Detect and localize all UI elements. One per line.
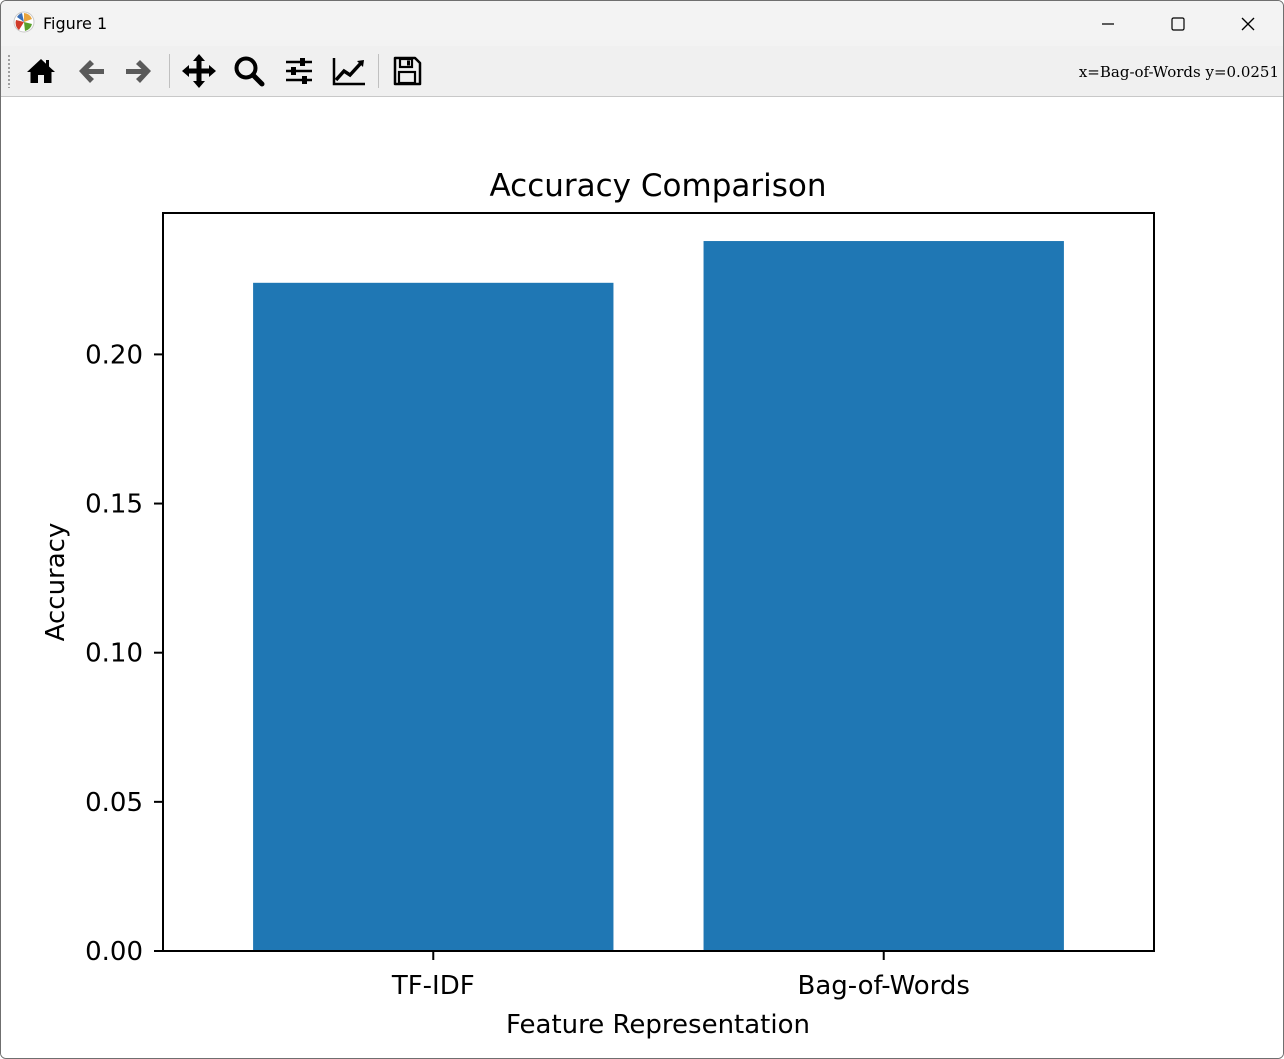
x-axis-ticks: TF-IDF Bag-of-Words <box>391 951 970 1001</box>
trend-line-icon <box>332 58 365 86</box>
y-tick-label: 0.15 <box>85 490 143 520</box>
zoom-button[interactable] <box>229 51 269 91</box>
navigation-toolbar: x=Bag-of-Words y=0.0251 <box>1 46 1283 97</box>
toolbar-grip[interactable] <box>7 54 11 88</box>
figure-canvas[interactable]: Accuracy Comparison 0.00 0.05 0.10 0.15 0.20… <box>1 97 1283 1058</box>
toolbar-separator <box>378 54 379 88</box>
pan-button[interactable] <box>179 51 219 91</box>
bar-bag-of-words <box>703 241 1064 952</box>
maximize-button[interactable] <box>1143 1 1213 46</box>
y-tick-label: 0.20 <box>85 340 143 370</box>
x-tick-label: TF-IDF <box>391 971 475 1001</box>
bar-chart: Accuracy Comparison 0.00 0.05 0.10 0.15 0.20… <box>41 168 1155 1040</box>
bar-tf-idf <box>253 282 614 951</box>
move-icon <box>182 54 216 88</box>
back-button[interactable] <box>71 51 111 91</box>
forward-button[interactable] <box>119 51 159 91</box>
y-tick-label: 0.05 <box>85 788 143 818</box>
y-axis-label: Accuracy <box>41 523 71 642</box>
arrow-right-icon <box>126 60 151 83</box>
home-icon <box>27 59 55 83</box>
close-button[interactable] <box>1213 1 1283 46</box>
y-tick-label: 0.10 <box>85 639 143 669</box>
subplots-button[interactable] <box>279 51 319 91</box>
maximize-icon <box>1171 16 1185 31</box>
window-title: Figure 1 <box>43 14 108 33</box>
x-tick-label: Bag-of-Words <box>797 971 969 1001</box>
minimize-button[interactable] <box>1073 1 1143 46</box>
title-bar: Figure 1 <box>1 1 1283 46</box>
toolbar-separator <box>169 54 170 88</box>
home-button[interactable] <box>21 51 61 91</box>
y-tick-label: 0.00 <box>85 937 143 967</box>
matplotlib-icon <box>13 11 35 33</box>
x-axis-label: Feature Representation <box>506 1010 810 1040</box>
bars-group <box>253 241 1064 952</box>
floppy-disk-icon <box>393 56 422 86</box>
minimize-icon <box>1102 22 1114 25</box>
save-button[interactable] <box>387 51 427 91</box>
arrow-left-icon <box>79 60 104 83</box>
axes-frame <box>162 212 1155 952</box>
y-axis-ticks: 0.00 0.05 0.10 0.15 0.20 <box>85 340 163 967</box>
sliders-icon <box>286 58 312 84</box>
magnifier-icon <box>234 56 265 87</box>
axes-button[interactable] <box>329 51 369 91</box>
cursor-coordinates: x=Bag-of-Words y=0.0251 <box>1078 63 1279 81</box>
chart-title: Accuracy Comparison <box>490 168 827 204</box>
close-icon <box>1241 17 1255 30</box>
